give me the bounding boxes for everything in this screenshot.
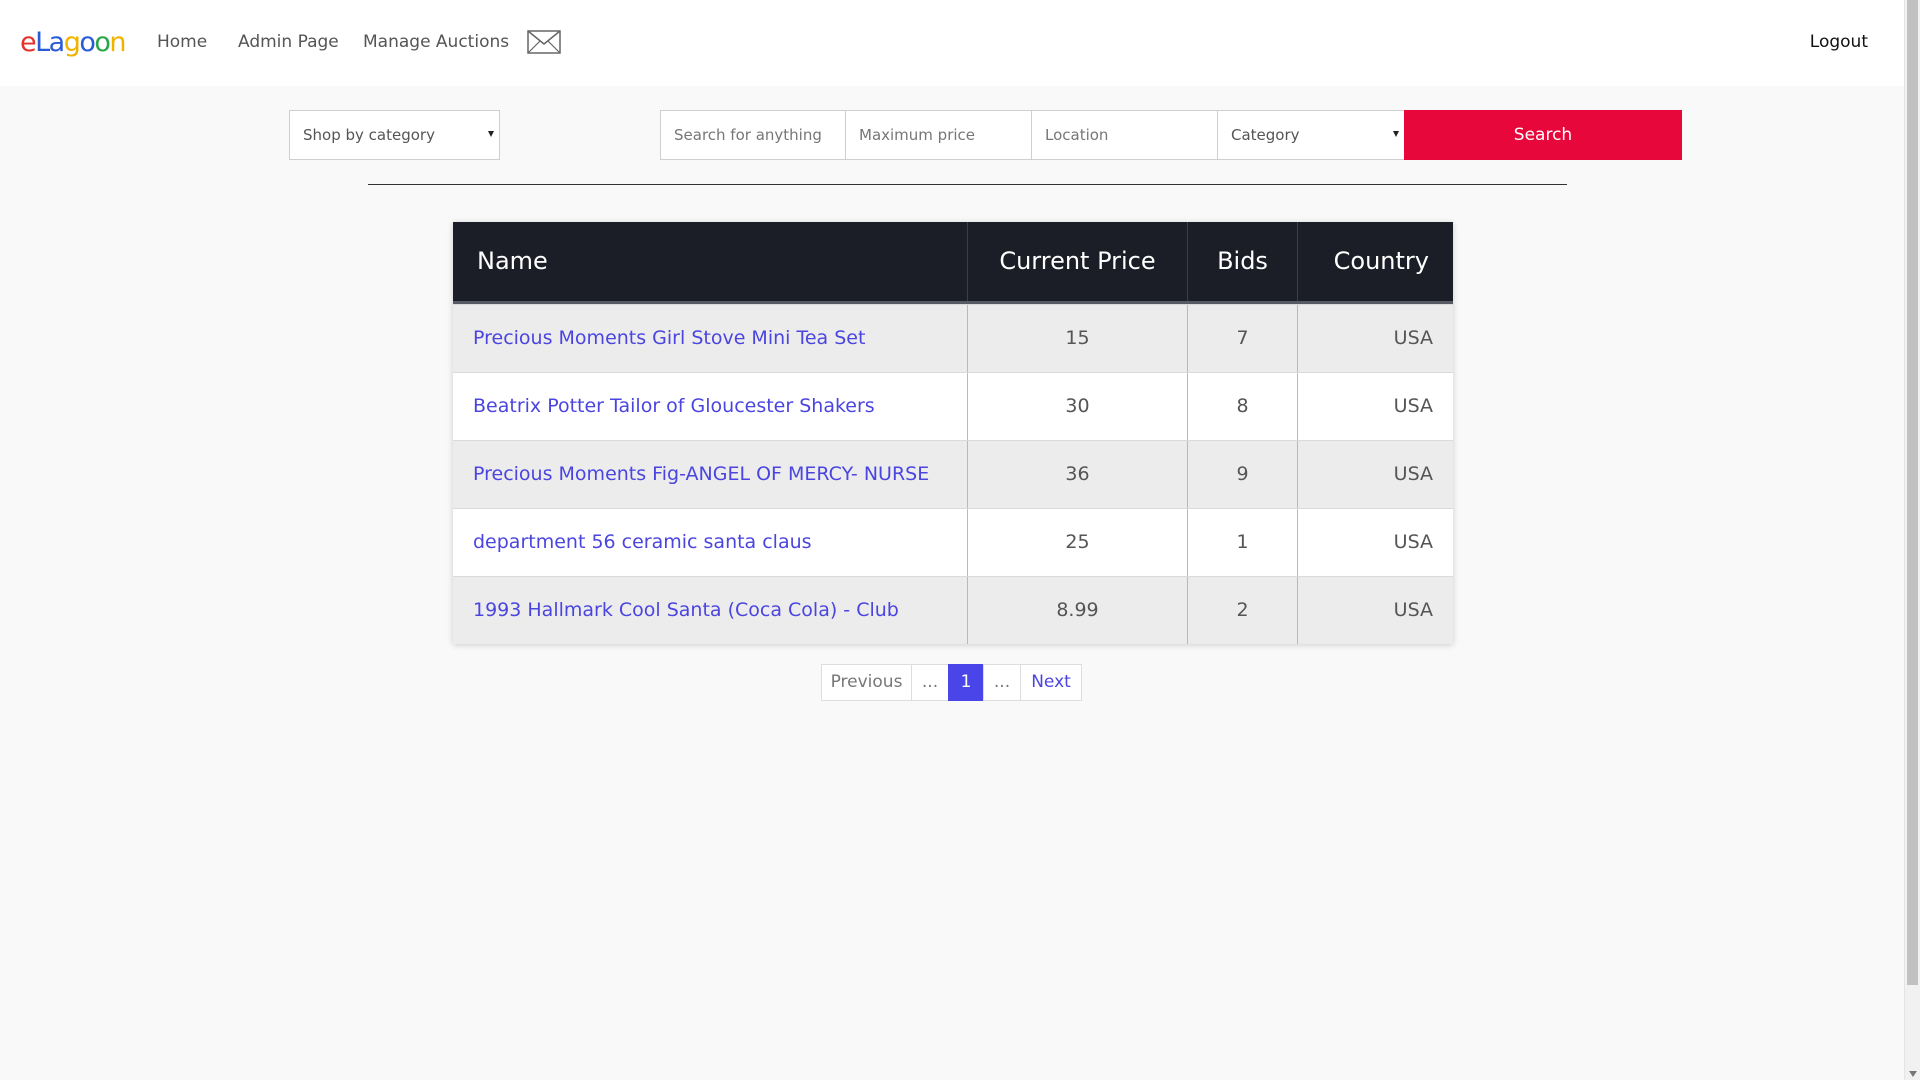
- envelope-icon[interactable]: [527, 30, 561, 58]
- auctions-table: Name Current Price Bids Country Precious…: [453, 222, 1453, 644]
- item-link[interactable]: Precious Moments Fig-ANGEL OF MERCY- NUR…: [473, 463, 930, 485]
- cell-name: 1993 Hallmark Cool Santa (Coca Cola) - C…: [453, 577, 968, 644]
- cell-price: 25: [968, 509, 1188, 576]
- cell-country: USA: [1393, 327, 1433, 349]
- cell-price: 15: [968, 305, 1188, 372]
- chevron-down-icon: [488, 131, 494, 137]
- logo-letter: n: [109, 27, 126, 58]
- item-link[interactable]: Precious Moments Girl Stove Mini Tea Set: [473, 327, 866, 349]
- nav-manage-auctions-link[interactable]: Manage Auctions: [363, 32, 510, 52]
- scrollbar-thumb[interactable]: [1907, 0, 1918, 985]
- item-link[interactable]: department 56 ceramic santa claus: [473, 531, 812, 553]
- table-header: Name Current Price Bids Country: [453, 222, 1453, 304]
- category-label: Category: [1231, 126, 1300, 144]
- header-name[interactable]: Name: [453, 222, 968, 301]
- pagination: Previous ... 1 ... Next: [821, 664, 1082, 701]
- table-row: Precious Moments Girl Stove Mini Tea Set…: [453, 304, 1453, 372]
- logout-link[interactable]: Logout: [1809, 32, 1868, 52]
- chevron-down-icon: [1393, 131, 1399, 137]
- nav-admin-page-link[interactable]: Admin Page: [238, 32, 339, 52]
- cell-name: department 56 ceramic santa claus: [453, 509, 968, 576]
- brand-logo[interactable]: eLagoon: [20, 26, 127, 60]
- header-country[interactable]: Country: [1333, 247, 1429, 275]
- table-row: Precious Moments Fig-ANGEL OF MERCY- NUR…: [453, 440, 1453, 508]
- logo-letter: L: [35, 27, 50, 58]
- cell-price: 8.99: [968, 577, 1188, 644]
- nav-home-link[interactable]: Home: [157, 32, 208, 52]
- cell-name: Beatrix Potter Tailor of Gloucester Shak…: [453, 373, 968, 440]
- cell-country: USA: [1393, 531, 1433, 553]
- location-input[interactable]: Location: [1031, 110, 1218, 160]
- cell-bids: 2: [1188, 577, 1298, 644]
- shop-by-category-select[interactable]: Shop by category: [289, 110, 500, 160]
- logo-letter: e: [20, 27, 37, 58]
- cell-bids: 8: [1188, 373, 1298, 440]
- cell-price: 36: [968, 441, 1188, 508]
- maximum-price-input[interactable]: Maximum price: [845, 110, 1032, 160]
- pagination-next[interactable]: Next: [1020, 664, 1082, 701]
- header-current-price[interactable]: Current Price: [968, 222, 1188, 301]
- search-button[interactable]: Search: [1404, 110, 1682, 160]
- cell-bids: 1: [1188, 509, 1298, 576]
- cell-bids: 9: [1188, 441, 1298, 508]
- cell-bids: 7: [1188, 305, 1298, 372]
- cell-country: USA: [1393, 395, 1433, 417]
- cell-country: USA: [1393, 599, 1433, 621]
- pagination-current-page[interactable]: 1: [948, 664, 984, 701]
- item-link[interactable]: 1993 Hallmark Cool Santa (Coca Cola) - C…: [473, 599, 899, 621]
- pagination-ellipsis-right[interactable]: ...: [983, 664, 1021, 701]
- logo-letter: o: [94, 27, 111, 58]
- table-row: Beatrix Potter Tailor of Gloucester Shak…: [453, 372, 1453, 440]
- logo-letter: a: [48, 27, 66, 58]
- cell-country: USA: [1393, 463, 1433, 485]
- table-row: department 56 ceramic santa claus 25 1 U…: [453, 508, 1453, 576]
- shop-by-category-label: Shop by category: [303, 126, 435, 144]
- cell-name: Precious Moments Fig-ANGEL OF MERCY- NUR…: [453, 441, 968, 508]
- scroll-down-arrow-icon[interactable]: [1909, 1071, 1917, 1077]
- logo-letter: o: [79, 27, 96, 58]
- table-row: 1993 Hallmark Cool Santa (Coca Cola) - C…: [453, 576, 1453, 644]
- page-scrollbar[interactable]: [1904, 0, 1920, 1080]
- category-select[interactable]: Category: [1217, 110, 1405, 160]
- search-query-placeholder: Search for anything: [674, 126, 822, 144]
- cell-name: Precious Moments Girl Stove Mini Tea Set: [453, 305, 968, 372]
- location-placeholder: Location: [1045, 126, 1109, 144]
- header-bids[interactable]: Bids: [1188, 222, 1298, 301]
- search-query-input[interactable]: Search for anything: [660, 110, 846, 160]
- logo-letter: g: [63, 27, 81, 58]
- cell-price: 30: [968, 373, 1188, 440]
- item-link[interactable]: Beatrix Potter Tailor of Gloucester Shak…: [473, 395, 875, 417]
- pagination-ellipsis-left[interactable]: ...: [911, 664, 949, 701]
- section-divider: [368, 184, 1567, 185]
- maximum-price-placeholder: Maximum price: [859, 126, 976, 144]
- top-navbar: eLagoon Home Admin Page Manage Auctions …: [0, 0, 1904, 86]
- pagination-previous[interactable]: Previous: [821, 664, 912, 701]
